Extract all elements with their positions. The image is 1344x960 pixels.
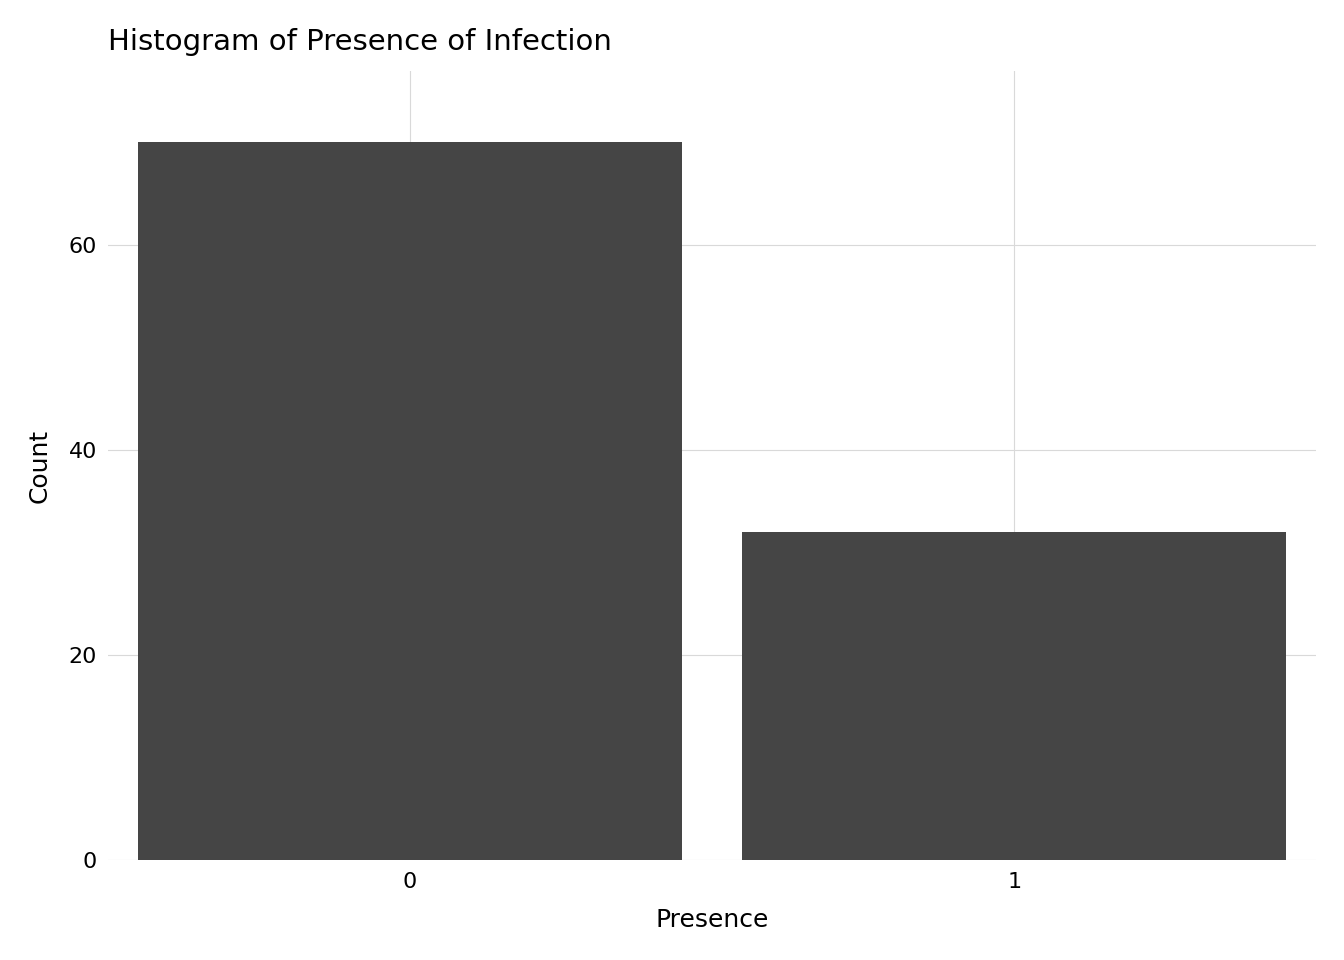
X-axis label: Presence: Presence — [656, 908, 769, 932]
Bar — [742, 532, 1286, 860]
Y-axis label: Count: Count — [28, 428, 52, 503]
Text: Histogram of Presence of Infection: Histogram of Presence of Infection — [108, 28, 612, 56]
Bar — [138, 142, 681, 860]
